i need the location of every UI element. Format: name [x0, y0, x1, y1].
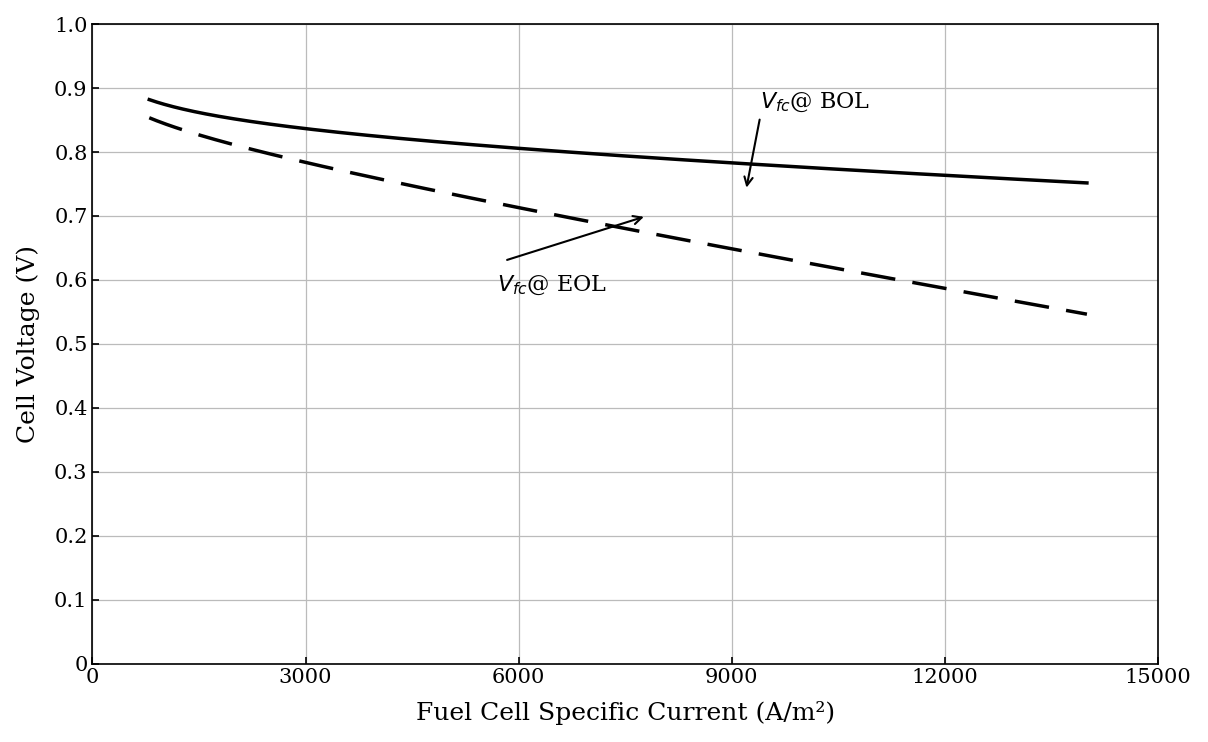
Text: $V_{fc}$@ EOL: $V_{fc}$@ EOL: [498, 274, 608, 297]
X-axis label: Fuel Cell Specific Current (A/m²): Fuel Cell Specific Current (A/m²): [416, 701, 835, 726]
Y-axis label: Cell Voltage (V): Cell Voltage (V): [17, 245, 40, 443]
Text: $V_{fc}$@ BOL: $V_{fc}$@ BOL: [760, 91, 870, 114]
